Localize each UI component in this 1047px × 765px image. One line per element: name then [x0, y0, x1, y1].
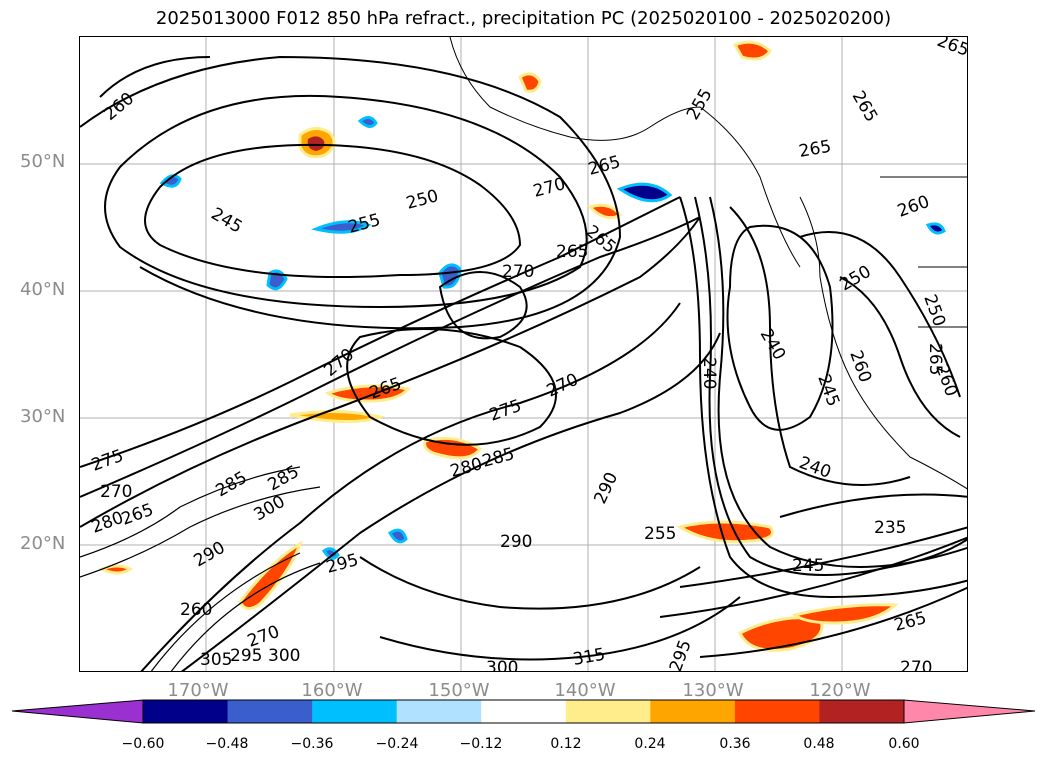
lat-label-30n: 30°N — [20, 406, 66, 427]
contour-label: 300 — [251, 492, 289, 526]
coastline — [449, 37, 967, 490]
colorbar-segment — [481, 700, 567, 723]
contour-label: 260 — [845, 348, 875, 385]
colorbar-segment — [396, 700, 482, 723]
refractivity-contours — [80, 55, 967, 671]
colorbar-tick: 0.60 — [888, 736, 920, 752]
colorbar-tick: −0.48 — [205, 736, 249, 752]
contour-label: 265 — [925, 343, 945, 375]
colorbar-segments — [12, 700, 1035, 723]
contour-label: 250 — [404, 186, 441, 214]
contour-label: 315 — [571, 645, 606, 670]
contour-label: 275 — [487, 396, 524, 426]
colorbar-segment — [819, 700, 905, 723]
contour-label: 305 — [200, 650, 232, 670]
colorbar-tick: 0.36 — [719, 736, 751, 752]
colorbar-tick: −0.36 — [290, 736, 334, 752]
colorbar-extend-high — [904, 700, 1035, 723]
contour-label: 250 — [919, 292, 949, 329]
colorbar-segment — [227, 700, 313, 723]
colorbar — [11, 699, 1036, 724]
contour-label: 270 — [100, 482, 132, 502]
contour-label: 270 — [900, 658, 932, 672]
contour-label: 270 — [531, 174, 568, 202]
contour-label: 285 — [480, 444, 517, 472]
contour-label: 240 — [699, 357, 719, 389]
lat-label-50n: 50°N — [20, 151, 66, 172]
lon-label-160w: 160°W — [301, 680, 363, 701]
colorbar-tick: 0.24 — [634, 736, 666, 752]
contour-label: 275 — [89, 446, 126, 476]
map-panel: 245 250 255 265 270 265 270 265 270 275 … — [79, 36, 968, 672]
lon-label-170w: 170°W — [167, 680, 229, 701]
contour-label: 290 — [590, 469, 622, 507]
lat-label-40n: 40°N — [20, 279, 66, 300]
contour-label: 265 — [848, 88, 882, 126]
lon-label-150w: 150°W — [428, 680, 490, 701]
contour-label: 290 — [500, 532, 532, 552]
contour-label: 235 — [874, 518, 906, 538]
precip-shading — [98, 40, 946, 652]
contour-label: 240 — [756, 326, 790, 364]
contour-label: 265 — [797, 137, 832, 162]
contour-label: 260 — [895, 192, 932, 222]
colorbar-segment — [143, 700, 229, 723]
contour-label: 300 — [268, 646, 300, 666]
contour-label: 245 — [208, 204, 246, 238]
contour-label: 270 — [320, 345, 358, 381]
contour-label: 255 — [644, 524, 676, 544]
contour-label: 285 — [213, 468, 251, 502]
colorbar-extend-low — [12, 700, 143, 723]
contour-label: 245 — [792, 556, 824, 576]
graticule — [80, 37, 967, 671]
contour-label: 265 — [586, 152, 623, 180]
contour-label: 265 — [556, 242, 588, 262]
contour-label: 270 — [502, 262, 534, 282]
contour-label: 290 — [191, 538, 229, 572]
lon-label-130w: 130°W — [682, 680, 744, 701]
colorbar-segment — [650, 700, 736, 723]
contour-label: 260 — [931, 362, 961, 399]
contour-label: 265 — [119, 500, 156, 530]
map-canvas: 245 250 255 265 270 265 270 265 270 275 … — [80, 37, 968, 672]
colorbar-tick: −0.12 — [459, 736, 503, 752]
contour-label: 240 — [796, 453, 833, 483]
contour-label: 265 — [367, 374, 404, 404]
contour-labels: 245 250 255 265 270 265 270 265 270 275 … — [89, 37, 968, 672]
contour-label: 265 — [892, 608, 929, 636]
colorbar-segment — [734, 700, 820, 723]
colorbar-tick: 0.48 — [803, 736, 835, 752]
lon-label-120w: 120°W — [809, 680, 871, 701]
contour-label: 255 — [683, 85, 717, 123]
lat-label-20n: 20°N — [20, 533, 66, 554]
contour-label: 300 — [486, 658, 518, 672]
colorbar-tick: −0.24 — [375, 736, 419, 752]
colorbar-segment — [565, 700, 651, 723]
contour-label: 265 — [934, 37, 968, 61]
colorbar-tick: 0.12 — [550, 736, 582, 752]
lon-label-140w: 140°W — [554, 680, 616, 701]
colorbar-tick: −0.60 — [121, 736, 165, 752]
map-title: 2025013000 F012 850 hPa refract., precip… — [155, 8, 892, 29]
contour-label: 260 — [180, 600, 212, 620]
contour-label: 255 — [346, 210, 383, 238]
colorbar-segment — [312, 700, 398, 723]
contour-label: 295 — [230, 646, 262, 666]
contour-label: 295 — [666, 637, 696, 672]
